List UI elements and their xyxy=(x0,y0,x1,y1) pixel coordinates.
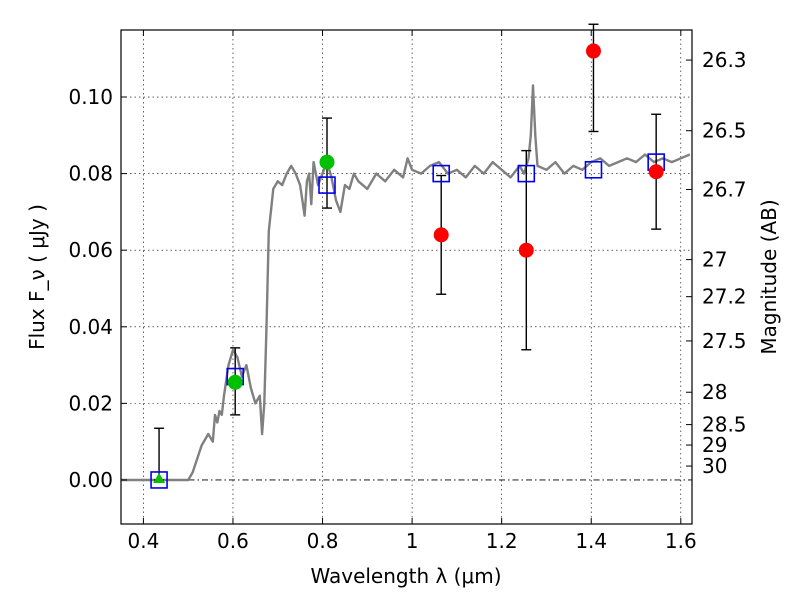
observed-point-green xyxy=(227,374,243,390)
x-tick-label: 1.2 xyxy=(486,529,518,553)
observed-point-red xyxy=(433,227,449,243)
model-band-square xyxy=(318,176,336,194)
x-tick-label: 0.8 xyxy=(307,529,339,553)
x-tick-label: 0.6 xyxy=(217,529,249,553)
observed-point-green xyxy=(319,154,335,170)
y-tick-label: 0.10 xyxy=(68,85,113,109)
y2-tick-label: 26.7 xyxy=(702,177,747,201)
y-tick-label: 0.02 xyxy=(68,391,113,415)
x-tick-label: 1.6 xyxy=(665,529,697,553)
y-tick-label: 0.06 xyxy=(68,238,113,262)
y-axis-label: Flux F_ν ( μJy ) xyxy=(25,204,49,350)
marker-layer xyxy=(150,23,665,489)
y2-tick-label: 26.3 xyxy=(702,48,747,72)
x-axis-label: Wavelength λ (μm) xyxy=(310,564,501,588)
y-tick-label: 0.00 xyxy=(68,468,113,492)
tick-layer: 0.4 0.6 0.8 1 1.2 1.4 1.6 0.00 0.02 0.04 0.06 0.08 0… xyxy=(68,30,747,553)
y2-axis-label: Magnitude (AB) xyxy=(757,199,781,354)
observed-point-red xyxy=(518,242,534,258)
y2-tick-label: 28.5 xyxy=(702,413,747,437)
y2-tick-label: 28 xyxy=(702,380,727,404)
model-band-square xyxy=(150,471,168,489)
x-tick-label: 0.4 xyxy=(127,529,159,553)
y2-tick-label: 27 xyxy=(702,248,727,272)
y2-tick-label: 27.2 xyxy=(702,285,747,309)
y2-tick-label: 30 xyxy=(702,454,727,478)
model-spectrum-layer xyxy=(121,84,691,482)
upper-limit-triangle xyxy=(153,472,166,483)
y-tick-label: 0.04 xyxy=(68,315,113,339)
plot-frame xyxy=(120,29,693,525)
y2-tick-label: 29 xyxy=(702,433,727,457)
observed-point-red xyxy=(648,164,664,180)
model-band-square xyxy=(584,160,603,179)
model-band-square xyxy=(517,164,536,183)
grid-layer xyxy=(121,30,692,524)
y2-tick-label: 26.5 xyxy=(702,119,747,143)
y2-tick-label: 27.5 xyxy=(702,329,747,353)
x-tick-label: 1.4 xyxy=(575,529,607,553)
y-tick-label: 0.08 xyxy=(68,162,113,186)
observed-point-red xyxy=(585,43,601,59)
model-spectrum-line xyxy=(121,84,691,482)
x-tick-label: 1 xyxy=(406,529,419,553)
model-band-square xyxy=(432,164,451,183)
